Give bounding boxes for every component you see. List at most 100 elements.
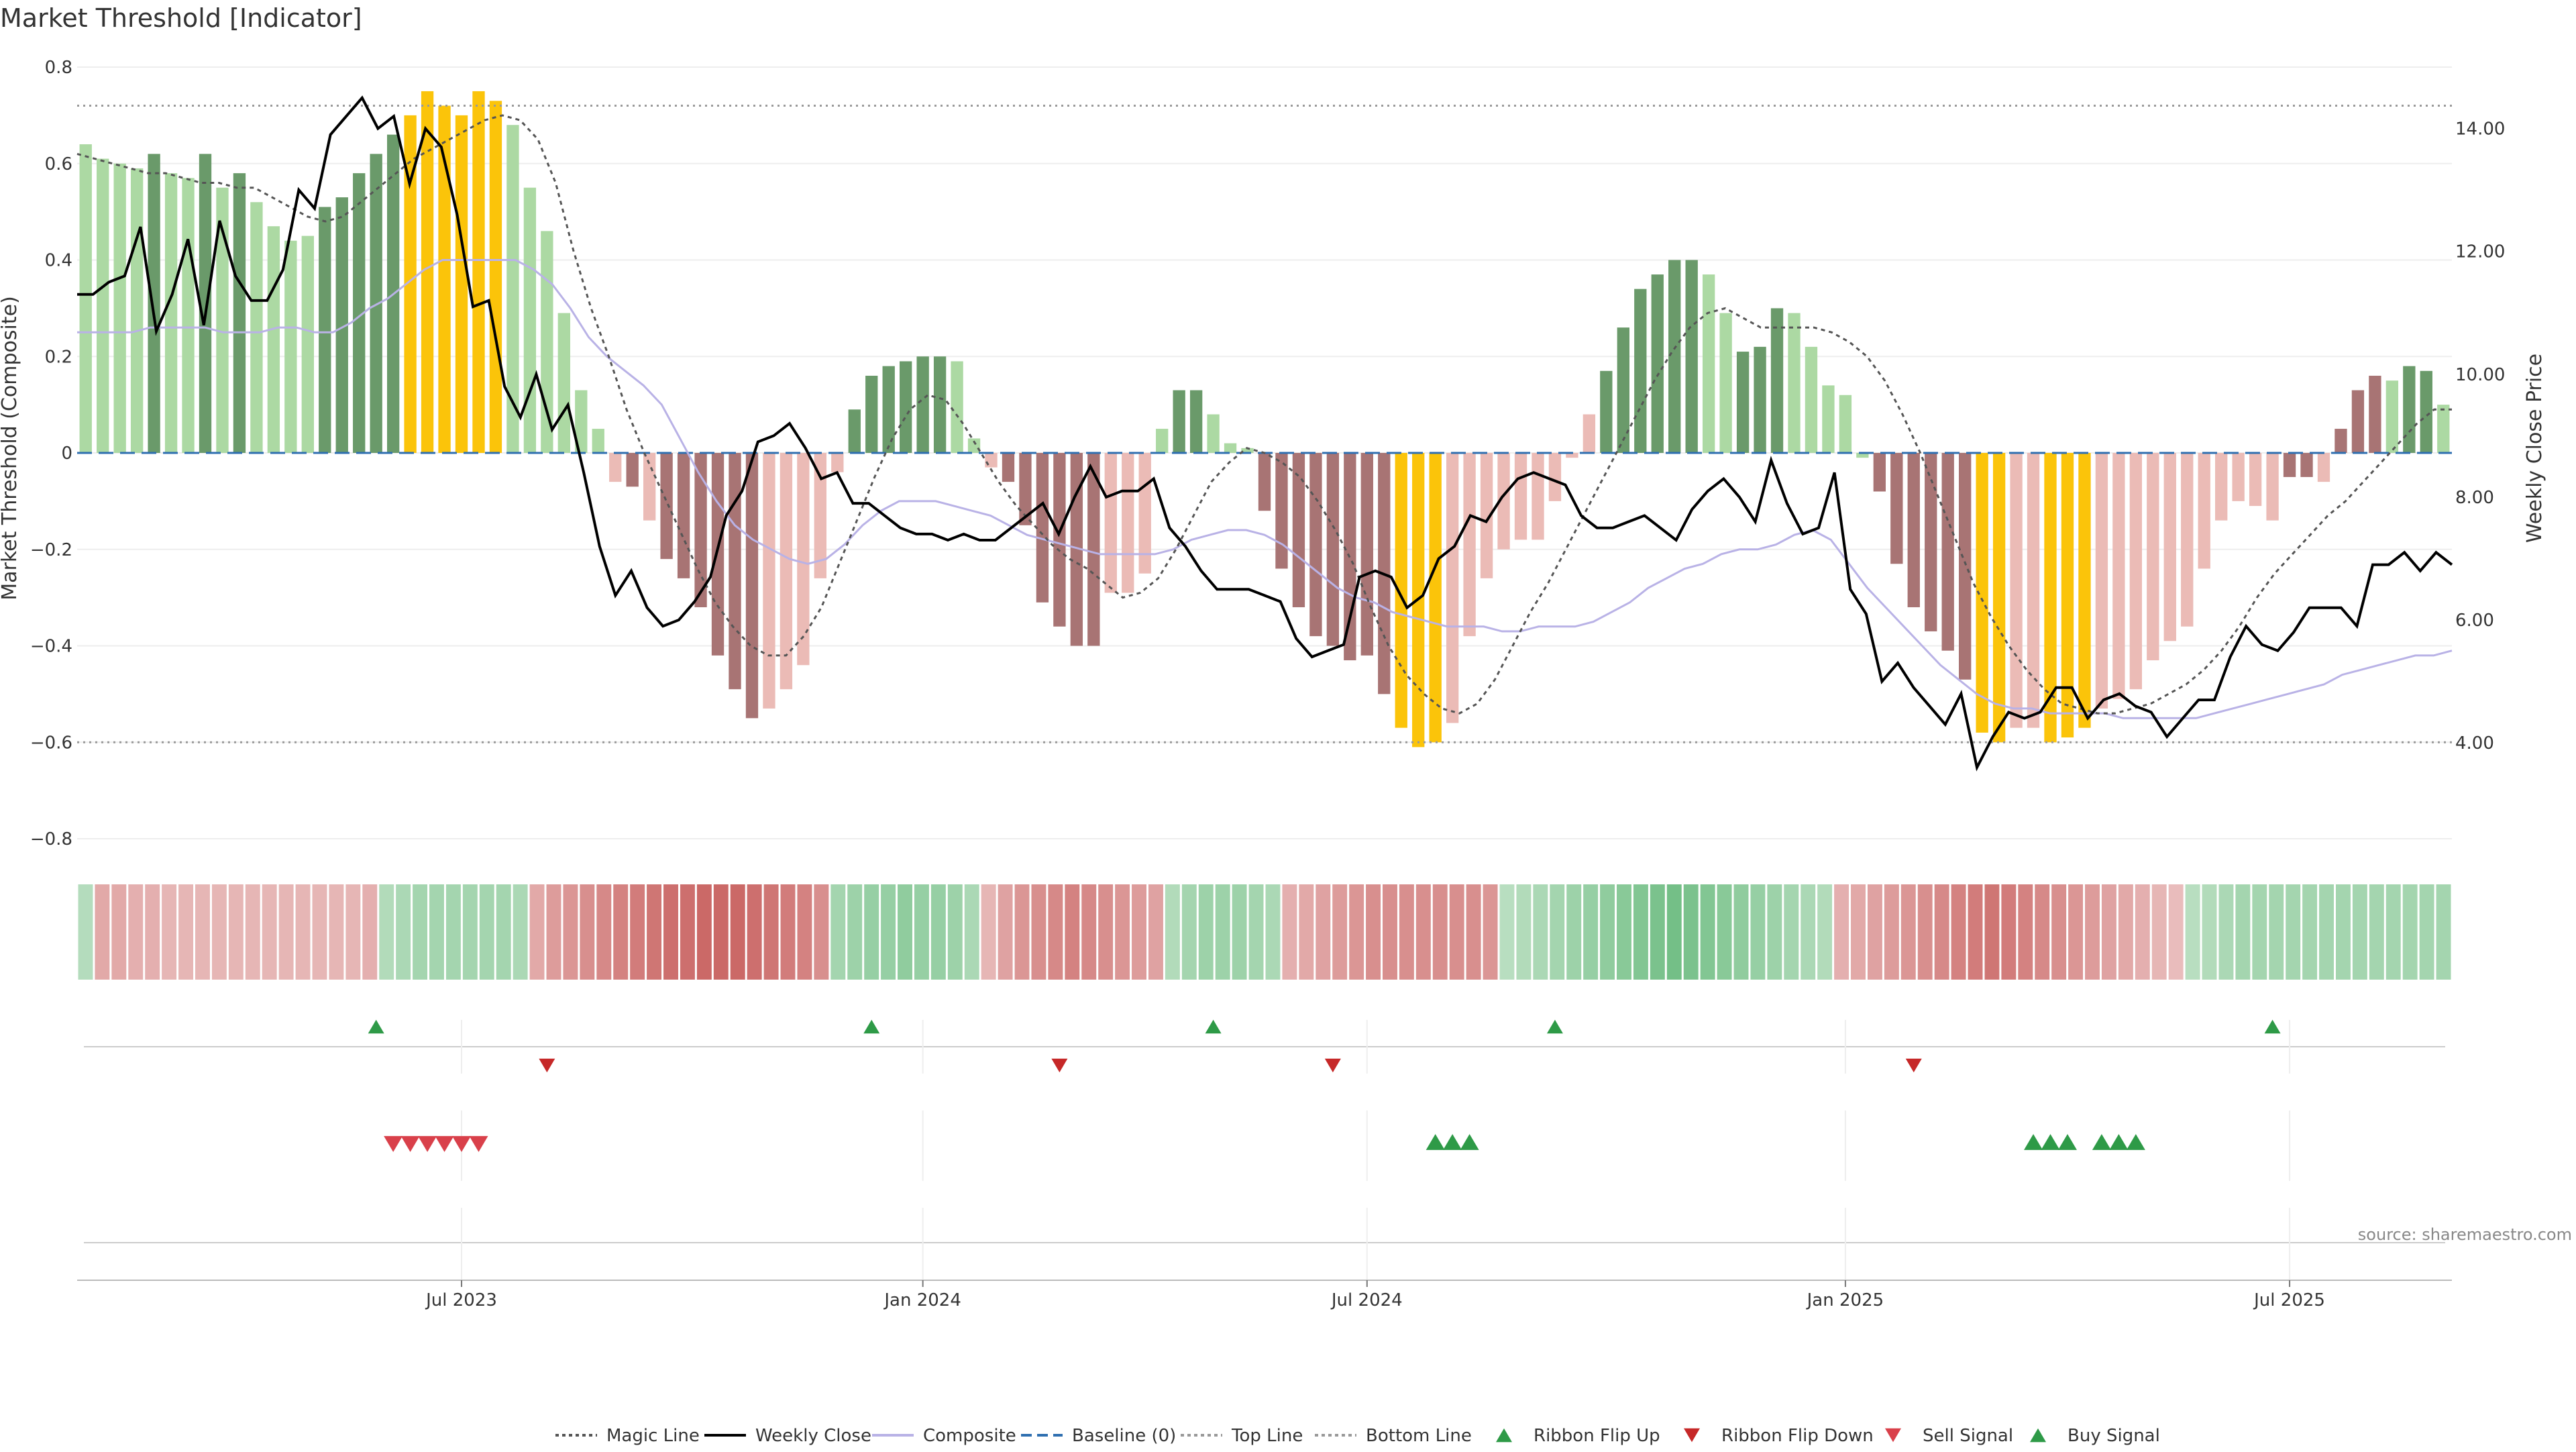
composite-bar xyxy=(2317,453,2330,482)
composite-bar xyxy=(1548,453,1562,501)
ribbon-cell xyxy=(814,884,829,980)
y2-tick-label: 4.00 xyxy=(2455,733,2494,754)
ribbon-cell xyxy=(245,884,260,980)
ribbon-cell xyxy=(1968,884,1983,980)
composite-bar xyxy=(1326,453,1340,646)
composite-bar xyxy=(1019,453,1032,525)
ribbon-cell xyxy=(479,884,494,980)
composite-bar xyxy=(831,453,844,472)
legend-swatch-icon xyxy=(1885,1428,1901,1443)
composite-bar xyxy=(267,226,280,453)
ribbon-flip-up-marker xyxy=(2264,1019,2281,1034)
buy-signal-marker xyxy=(2126,1134,2145,1150)
composite-bar xyxy=(1788,313,1801,453)
ribbon-flip-down-marker xyxy=(1324,1058,1341,1073)
ribbon-cell xyxy=(312,884,327,980)
composite-bar xyxy=(2163,453,2176,641)
composite-bar xyxy=(1959,453,1972,680)
magic-line xyxy=(76,114,2452,715)
ribbon-cell xyxy=(647,884,662,980)
ribbon-cell xyxy=(713,884,729,980)
ribbon-cell xyxy=(563,884,578,980)
composite-bar xyxy=(1617,327,1629,453)
ribbon-cell xyxy=(2085,884,2100,980)
composite-bar xyxy=(404,115,417,453)
ribbon-cell xyxy=(445,884,461,980)
y-axis-label: Market Threshold (Composite) xyxy=(0,296,21,601)
ribbon-cell xyxy=(914,884,929,980)
composite-bar xyxy=(164,173,178,453)
legend-label: Top Line xyxy=(1231,1426,1303,1446)
sell-signal-marker xyxy=(384,1136,403,1152)
composite-bar xyxy=(1463,453,1476,637)
ribbon-cell xyxy=(1383,884,1397,980)
composite-bar xyxy=(148,154,160,453)
composite-bar xyxy=(967,438,981,453)
ribbon-cell xyxy=(1851,884,1866,980)
composite-bar xyxy=(216,187,229,453)
ribbon-cell xyxy=(580,884,595,980)
composite-bar xyxy=(1138,453,1151,574)
composite-bar xyxy=(541,231,553,453)
ribbon-cell xyxy=(1483,884,1498,980)
composite-bar xyxy=(985,453,998,468)
ribbon-cell xyxy=(2068,884,2084,980)
ribbon-cell xyxy=(1934,884,1949,980)
ribbon-cell xyxy=(1984,884,2000,980)
y2-tick-label: 10.00 xyxy=(2455,365,2505,385)
ribbon-cell xyxy=(1633,884,1648,980)
ribbon-cell xyxy=(496,884,511,980)
composite-bar xyxy=(2385,380,2399,453)
x-tick-label: Jul 2025 xyxy=(2253,1290,2325,1310)
y2-tick-label: 14.00 xyxy=(2455,119,2505,140)
composite-bar xyxy=(421,91,434,453)
y2-tick-label: 8.00 xyxy=(2455,488,2494,508)
composite-bar xyxy=(1104,453,1117,593)
composite-bar xyxy=(1736,352,1750,453)
composite-bar xyxy=(1600,370,1613,453)
composite-bar xyxy=(301,236,314,453)
ribbon-cell xyxy=(1399,884,1414,980)
ribbon-cell xyxy=(1717,884,1732,980)
composite-bar xyxy=(848,409,861,453)
composite-bar xyxy=(1309,453,1322,637)
ribbon-cell xyxy=(1951,884,1966,980)
composite-bar xyxy=(2095,453,2108,709)
composite-bar xyxy=(2369,376,2381,453)
ribbon-cell xyxy=(1499,884,1515,980)
ribbon-cell xyxy=(1750,884,1766,980)
sell-signal-marker xyxy=(452,1136,472,1152)
ribbon-cell xyxy=(1366,884,1381,980)
legend-label: Buy Signal xyxy=(2068,1426,2160,1446)
x-tick-label: Jan 2025 xyxy=(1806,1290,1884,1310)
composite-bar xyxy=(1976,453,1988,733)
y-tick-label: −0.4 xyxy=(30,637,72,657)
buy-signal-marker xyxy=(1460,1134,1479,1150)
ribbon-cell xyxy=(1181,884,1197,980)
ribbon-cell xyxy=(429,884,444,980)
ribbon-cell xyxy=(696,884,712,980)
ribbon-cell xyxy=(1834,884,1849,980)
ribbon-cell xyxy=(1600,884,1615,980)
composite-bar xyxy=(1395,453,1407,728)
ribbon-cell xyxy=(546,884,561,980)
legend-item: Ribbon Flip Up xyxy=(1496,1426,1660,1446)
ribbon-cell xyxy=(262,884,277,980)
ribbon-cell xyxy=(680,884,695,980)
ribbon-flip-up-marker xyxy=(368,1019,384,1034)
y2-tick-label: 12.00 xyxy=(2455,242,2505,262)
composite-bar xyxy=(1770,308,1784,453)
composite-bar xyxy=(1566,453,1578,458)
weekly-close-line xyxy=(77,95,2453,772)
composite-bar xyxy=(1532,453,1544,540)
composite-bar xyxy=(951,361,963,453)
y-tick-label: 0.4 xyxy=(45,251,72,271)
x-tick-label: Jan 2024 xyxy=(883,1290,961,1310)
ribbon-cell xyxy=(2419,884,2434,980)
composite-bar xyxy=(2215,453,2228,521)
composite-bar xyxy=(199,154,212,453)
y-tick-label: 0.8 xyxy=(45,58,72,78)
y-tick-label: −0.8 xyxy=(30,829,72,849)
legend: Magic Line Weekly Close Composite Baseline … xyxy=(555,1426,2160,1446)
ribbon-flip-up-marker xyxy=(1546,1019,1563,1034)
